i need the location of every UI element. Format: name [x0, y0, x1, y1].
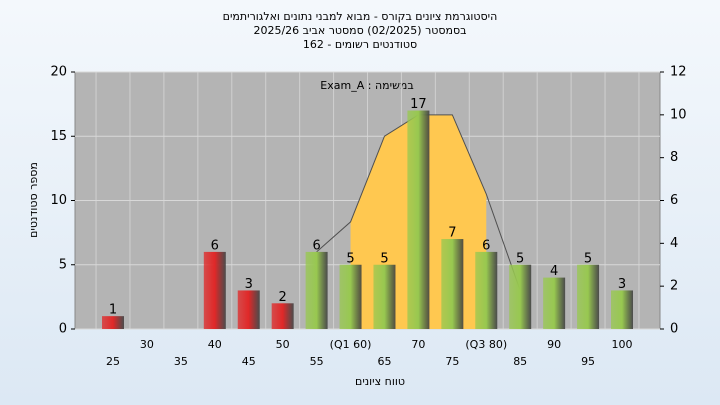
bar-value-label: 5 [346, 251, 354, 266]
x-tick-label: 45 [242, 355, 256, 368]
y2-tick-label: 0 [670, 322, 678, 337]
bar [577, 264, 600, 329]
bar-value-label: 3 [245, 277, 253, 292]
bar-value-label: 5 [584, 251, 592, 266]
bar [407, 110, 430, 329]
bar [237, 290, 260, 329]
x-tick-label: 50 [276, 338, 290, 351]
x-tick-label: (Q1 60) [330, 338, 372, 351]
y-tick-label: 15 [50, 129, 67, 144]
y-tick-label: 0 [59, 322, 67, 337]
bar [305, 251, 328, 329]
x-tick-label: 95 [581, 355, 595, 368]
y-tick-label: 5 [59, 257, 67, 272]
bar [339, 264, 362, 329]
x-tick-label: 35 [174, 355, 188, 368]
bar [509, 264, 532, 329]
x-tick-label: 75 [445, 355, 459, 368]
bar-value-label: 5 [380, 251, 388, 266]
x-tick-label: 90 [547, 338, 561, 351]
x-tick-label: 30 [140, 338, 154, 351]
x-tick-label: 40 [208, 338, 222, 351]
y-tick-label: 10 [50, 193, 67, 208]
y2-tick-label: 8 [670, 150, 678, 165]
bar [271, 303, 294, 329]
x-tick-label: 65 [377, 355, 391, 368]
bar [203, 251, 226, 329]
chart-subtitle: סטודנטים רשומים - 162 [303, 38, 417, 51]
bar [102, 316, 124, 329]
x-tick-label: 100 [612, 338, 633, 351]
x-tick-label: (Q3 80) [465, 338, 507, 351]
bar-value-label: 6 [312, 238, 320, 253]
x-axis-label: טווח ציונים [355, 375, 405, 388]
chart-subtitle: בסמסטר (02/2025) סמסטר אביב 2025/26 [253, 24, 466, 37]
x-tick-label: 70 [411, 338, 425, 351]
x-tick-label: 55 [310, 355, 324, 368]
bar-value-label: 17 [410, 97, 427, 112]
bar [373, 264, 396, 329]
bar-value-label: 5 [516, 251, 524, 266]
bar-value-label: 3 [618, 277, 626, 292]
x-tick-label: 85 [513, 355, 527, 368]
bar-value-label: 4 [550, 264, 558, 279]
x-tick-label: 25 [106, 355, 120, 368]
chart-title: היסטוגרמת ציונים בקורס - מבוא למבני נתונ… [223, 10, 498, 23]
y-tick-label: 20 [50, 65, 67, 80]
bar-value-label: 1 [109, 303, 117, 318]
bar-value-label: 7 [448, 226, 456, 241]
bar [611, 290, 633, 329]
bar [543, 277, 566, 329]
bar-value-label: 6 [211, 238, 219, 253]
bar [441, 239, 464, 329]
bar-value-label: 6 [482, 238, 490, 253]
y2-tick-label: 4 [670, 236, 678, 251]
bar [475, 251, 498, 329]
y2-tick-label: 6 [670, 193, 678, 208]
y-axis-label: מספר סטודנטים [27, 162, 40, 238]
y2-tick-label: 12 [670, 65, 687, 80]
y2-tick-label: 2 [670, 279, 678, 294]
bar-value-label: 2 [279, 290, 287, 305]
y2-tick-label: 10 [670, 107, 687, 122]
